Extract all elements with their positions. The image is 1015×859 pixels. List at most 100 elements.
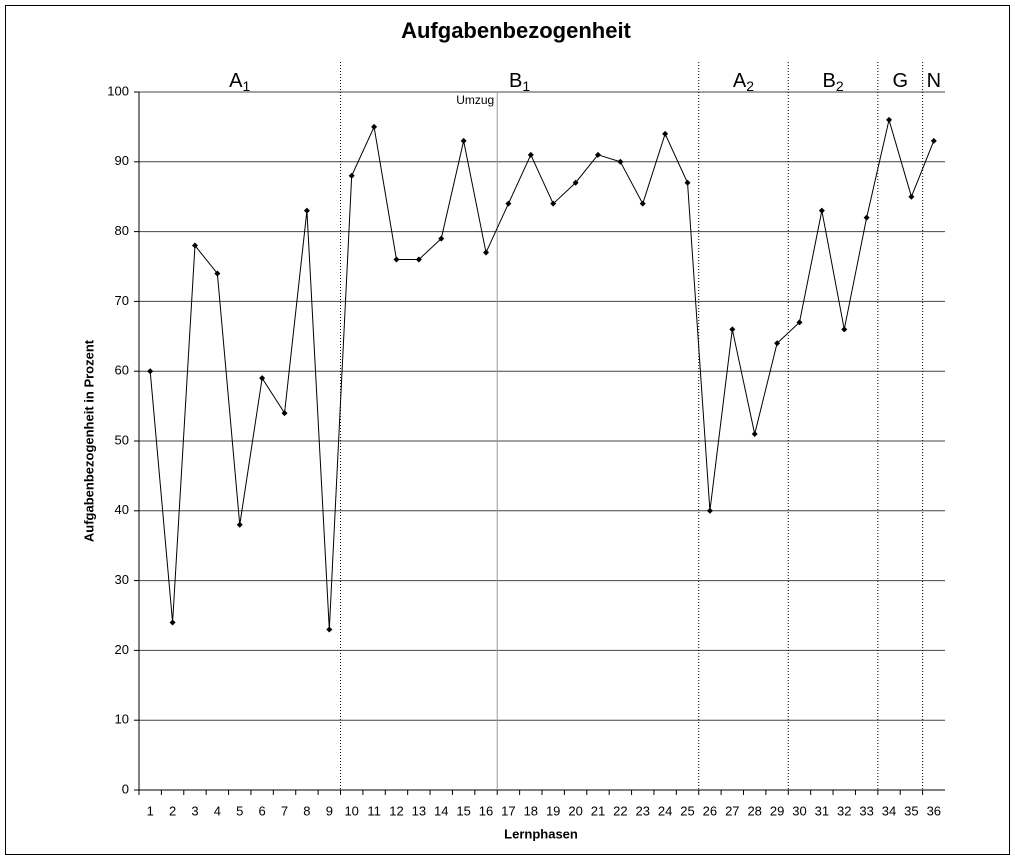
x-tick-label: 14 [434, 803, 448, 818]
data-point [617, 158, 624, 165]
x-tick-label: 15 [456, 803, 470, 818]
data-point [841, 326, 848, 333]
x-tick-label: 4 [214, 803, 221, 818]
data-point [259, 375, 266, 382]
x-tick-label: 17 [501, 803, 515, 818]
phase-sub: 1 [522, 78, 530, 94]
x-tick-label: 25 [680, 803, 694, 818]
data-point [572, 179, 579, 186]
phase-label: A2 [733, 70, 754, 93]
data-point [751, 431, 758, 438]
data-point [863, 214, 870, 221]
y-tick-label: 80 [115, 223, 129, 238]
y-tick-label: 10 [115, 712, 129, 727]
data-point [460, 137, 467, 144]
phase-sub: 2 [836, 78, 844, 94]
x-tick-label: 7 [281, 803, 288, 818]
x-tick-label: 36 [927, 803, 941, 818]
data-point [371, 123, 378, 130]
x-tick-label: 19 [546, 803, 560, 818]
x-tick-label: 29 [770, 803, 784, 818]
data-point [483, 249, 490, 256]
data-point [706, 507, 713, 514]
data-point [930, 137, 937, 144]
data-point [886, 116, 893, 123]
phase-name: A [229, 70, 243, 92]
x-tick-label: 33 [859, 803, 873, 818]
data-point [393, 256, 400, 263]
annotation-label: Umzug [456, 93, 494, 107]
x-tick-label: 16 [479, 803, 493, 818]
x-axis-title: Lernphasen [504, 826, 578, 841]
x-tick-label: 28 [747, 803, 761, 818]
data-point [281, 410, 288, 417]
y-tick-label: 70 [115, 293, 129, 308]
x-tick-label: 31 [815, 803, 829, 818]
data-point [505, 200, 512, 207]
x-tick-label: 9 [326, 803, 333, 818]
y-tick-label: 30 [115, 572, 129, 587]
y-tick-label: 20 [115, 642, 129, 657]
phase-sub: 1 [243, 78, 251, 94]
x-tick-label: 5 [236, 803, 243, 818]
x-tick-label: 11 [367, 803, 381, 818]
phase-label: A1 [229, 70, 250, 93]
data-line [149, 117, 935, 630]
data-point [662, 130, 669, 137]
data-point [774, 340, 781, 347]
x-tick-label: 23 [636, 803, 650, 818]
x-tick-label: 22 [613, 803, 627, 818]
y-tick-label: 0 [122, 781, 129, 796]
y-tick-label: 100 [107, 83, 129, 98]
data-point [796, 319, 803, 326]
data-point [303, 207, 310, 214]
phase-name: B [509, 70, 522, 92]
data-point [594, 151, 601, 158]
phase-name: A [733, 70, 747, 92]
data-point [236, 521, 243, 528]
frame [5, 5, 1010, 855]
data-point [348, 172, 355, 179]
x-tick-label: 20 [568, 803, 582, 818]
y-tick-label: 60 [115, 363, 129, 378]
x-tick-label: 18 [524, 803, 538, 818]
x-tick-label: 3 [191, 803, 198, 818]
x-tick-label: 2 [169, 803, 176, 818]
data-point [527, 151, 534, 158]
x-tick-label: 1 [147, 803, 154, 818]
data-point [818, 207, 825, 214]
x-tick-label: 30 [792, 803, 806, 818]
x-tick-label: 6 [259, 803, 266, 818]
x-tick-label: 27 [725, 803, 739, 818]
phase-name: G [892, 70, 908, 92]
data-point [191, 242, 198, 249]
y-axis-title: Aufgabenbezogenheit in Prozent [81, 339, 96, 542]
y-tick-label: 90 [115, 153, 129, 168]
data-point [147, 368, 154, 375]
data-point [550, 200, 557, 207]
phase-name: B [822, 70, 835, 92]
y-tick-label: 50 [115, 432, 129, 447]
x-tick-label: 34 [882, 803, 896, 818]
x-tick-label: 26 [703, 803, 717, 818]
data-point [326, 626, 333, 633]
data-point [908, 193, 915, 200]
phase-label: B2 [822, 70, 843, 93]
x-tick-label: 12 [389, 803, 403, 818]
data-point [169, 619, 176, 626]
x-tick-label: 21 [591, 803, 605, 818]
x-tick-label: 8 [303, 803, 310, 818]
x-tick-label: 13 [412, 803, 426, 818]
chart-title: Aufgabenbezogenheit [401, 18, 631, 43]
y-tick-label: 40 [115, 502, 129, 517]
x-tick-label: 24 [658, 803, 672, 818]
phase-label: B1 [509, 70, 530, 93]
data-point [639, 200, 646, 207]
data-point [684, 179, 691, 186]
phase-label: N [927, 70, 941, 92]
phase-label: G [892, 70, 908, 92]
x-tick-label: 35 [904, 803, 918, 818]
data-point [438, 235, 445, 242]
phase-name: N [927, 70, 941, 92]
